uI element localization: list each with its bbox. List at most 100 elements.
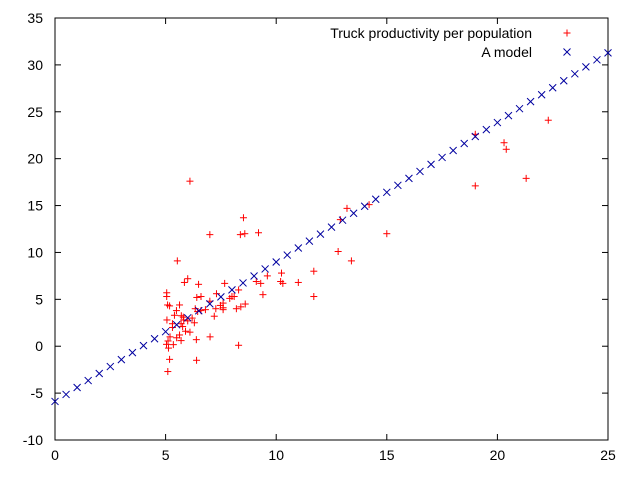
data-point-cross [493, 118, 502, 127]
data-point-cross [194, 306, 203, 315]
data-point-plus [173, 334, 181, 342]
data-point-cross [172, 320, 181, 329]
data-point-plus [164, 368, 172, 376]
data-point-cross [570, 69, 579, 78]
data-point-plus [172, 307, 180, 315]
data-point-plus [544, 116, 552, 124]
y-tick-label: 30 [27, 57, 43, 73]
data-point-cross [394, 181, 402, 190]
data-point-plus [257, 279, 265, 287]
data-point-plus [163, 316, 171, 324]
data-point-plus [347, 257, 355, 265]
data-point-plus [239, 214, 247, 222]
x-tick-label: 20 [490, 447, 506, 463]
y-tick-label: 35 [27, 10, 43, 26]
data-point-cross [305, 237, 314, 245]
data-point-plus [186, 328, 194, 336]
data-point-plus [343, 204, 351, 212]
y-tick-label: -5 [31, 385, 44, 401]
x-tick-label: 15 [379, 447, 395, 463]
data-point-cross [438, 153, 446, 162]
plot-frame [54, 17, 609, 441]
data-point-plus [163, 293, 171, 301]
data-point-plus [226, 294, 234, 302]
data-point-plus [212, 290, 220, 298]
data-point-cross [161, 327, 170, 336]
x-tick-label: 25 [600, 447, 616, 463]
data-point-plus [219, 299, 227, 307]
axis-ticks: 0 5 10 15 20 25 -10 -5 0 5 10 15 20 25 30 35 [23, 10, 616, 463]
y-tick-label: 15 [27, 198, 43, 214]
data-point-plus [500, 139, 508, 147]
x-tick-label: 5 [162, 447, 170, 463]
y-tick-label: 25 [27, 104, 43, 120]
data-point-cross [460, 139, 469, 148]
data-point-plus [166, 333, 174, 341]
data-point-plus [334, 248, 342, 256]
data-point-plus [180, 278, 188, 286]
data-point-plus [259, 291, 267, 299]
data-point-cross [548, 83, 557, 92]
data-point-cross [117, 355, 126, 364]
data-point-cross [239, 279, 247, 287]
data-point-plus [221, 279, 229, 287]
data-point-plus [193, 356, 201, 364]
data-point-plus [236, 231, 244, 239]
data-point-plus [241, 300, 249, 308]
data-point-plus [230, 293, 238, 301]
y-tick-label: -10 [23, 432, 43, 448]
data-point-cross [593, 55, 601, 64]
data-point-cross [183, 313, 192, 322]
y-tick-label: 5 [35, 291, 43, 307]
data-point-plus [177, 337, 185, 345]
data-point-cross [294, 244, 303, 252]
data-point-cross [582, 63, 590, 71]
data-point-cross [106, 362, 115, 371]
data-point-plus [170, 311, 178, 319]
data-point-plus [164, 337, 172, 345]
data-point-cross [73, 383, 81, 392]
legend-label: Truck productivity per population [330, 25, 532, 41]
data-point-plus [182, 327, 190, 335]
data-point-plus [169, 341, 177, 349]
data-point-plus [186, 177, 194, 185]
legend-marker [563, 29, 571, 37]
data-point-cross [537, 90, 546, 99]
data-point-plus [502, 145, 510, 153]
data-point-cross [205, 299, 214, 308]
y-tick-label: 0 [35, 338, 43, 354]
data-point-plus [177, 320, 185, 328]
data-point-plus [232, 305, 240, 313]
data-point-cross [427, 160, 435, 169]
data-point-plus [206, 333, 214, 341]
data-point-cross [360, 202, 369, 211]
data-point-plus [206, 231, 214, 239]
data-point-plus [162, 340, 170, 348]
data-point-cross [316, 230, 325, 239]
legend-marker [563, 48, 571, 56]
legend: Truck productivity per population A model [330, 25, 571, 60]
data-point-cross [62, 390, 70, 399]
data-marks [51, 49, 612, 406]
series-model [51, 49, 612, 406]
data-point-plus [197, 293, 205, 301]
data-point-plus [522, 174, 530, 182]
data-point-cross [228, 286, 236, 294]
data-point-plus [235, 341, 243, 349]
data-point-plus [252, 278, 260, 286]
y-tick-label: 20 [27, 151, 43, 167]
data-point-plus [212, 305, 220, 313]
data-point-cross [250, 272, 258, 280]
data-point-cross [283, 251, 292, 259]
data-point-cross [84, 376, 93, 385]
data-point-plus [210, 312, 218, 320]
data-point-cross [371, 195, 380, 204]
data-point-plus [383, 230, 391, 238]
data-point-plus [164, 344, 172, 352]
data-point-cross [95, 369, 104, 378]
data-point-cross [51, 397, 59, 406]
data-point-cross [217, 293, 225, 301]
data-point-plus [310, 267, 318, 275]
data-point-cross [128, 348, 137, 357]
